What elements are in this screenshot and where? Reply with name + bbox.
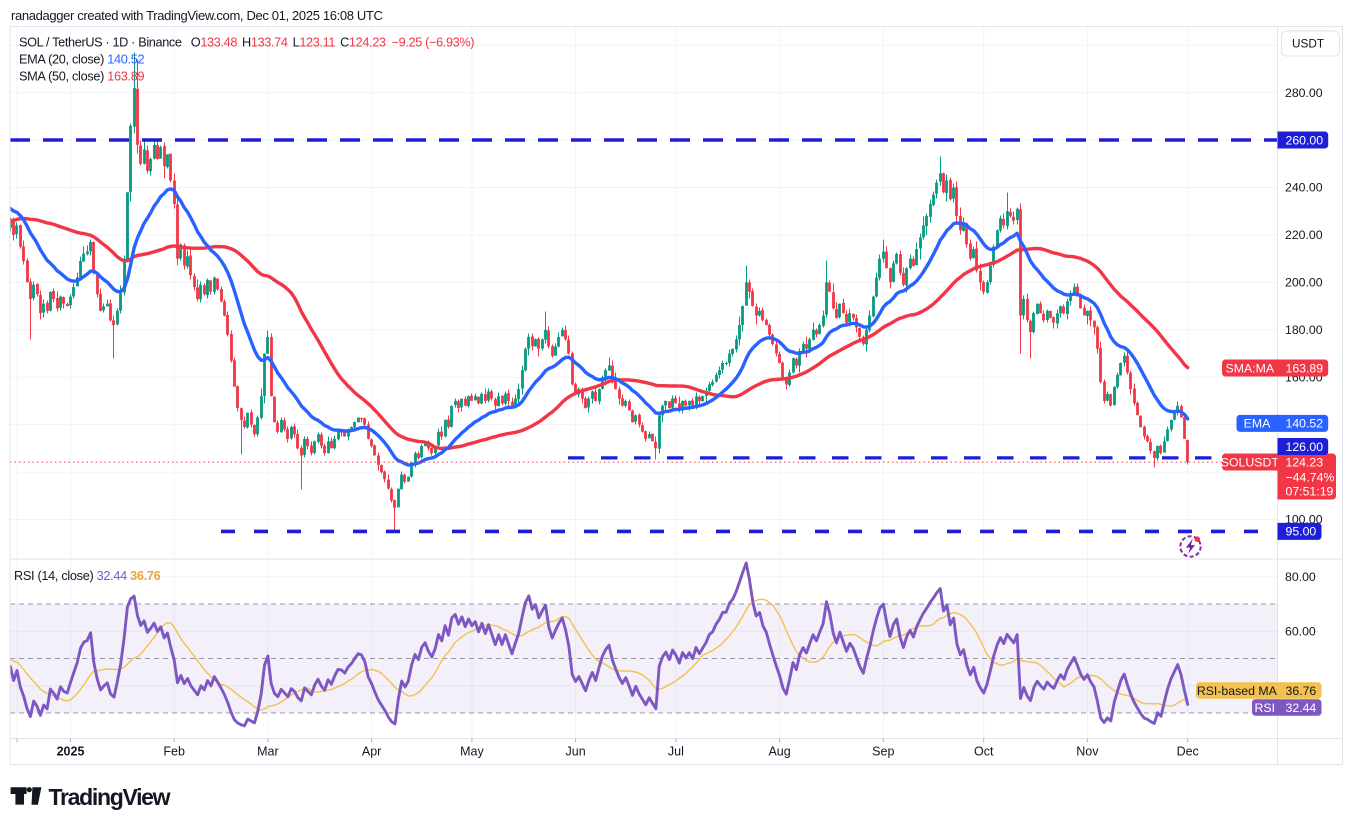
svg-text:220.00: 220.00 <box>1285 228 1323 242</box>
svg-text:Apr: Apr <box>362 745 381 759</box>
svg-text:2025: 2025 <box>57 745 85 759</box>
svg-text:USDT: USDT <box>1292 37 1324 51</box>
svg-text:124.23: 124.23 <box>1286 455 1324 469</box>
svg-text:Feb: Feb <box>163 745 185 759</box>
svg-text:TradingView: TradingView <box>49 784 171 810</box>
svg-text:May: May <box>460 745 484 759</box>
svg-text:07:51:19: 07:51:19 <box>1286 485 1334 499</box>
svg-text:36.76: 36.76 <box>1286 684 1317 698</box>
svg-text:SOLUSDT: SOLUSDT <box>1221 455 1280 469</box>
svg-text:163.89: 163.89 <box>1286 361 1324 375</box>
svg-text:180.00: 180.00 <box>1285 323 1323 337</box>
svg-text:126.00: 126.00 <box>1286 440 1324 454</box>
svg-text:EMA: EMA <box>1244 417 1271 431</box>
svg-text:240.00: 240.00 <box>1285 181 1323 195</box>
svg-text:RSI: RSI <box>1255 701 1276 715</box>
svg-text:Jul: Jul <box>668 745 684 759</box>
svg-text:EMA (20, close) 140.52: EMA (20, close) 140.52 <box>19 53 145 67</box>
svg-text:Nov: Nov <box>1076 745 1099 759</box>
svg-text:Mar: Mar <box>257 745 279 759</box>
svg-text:80.00: 80.00 <box>1285 570 1316 584</box>
svg-text:SMA:MA: SMA:MA <box>1226 361 1275 375</box>
svg-text:SMA (50, close) 163.89: SMA (50, close) 163.89 <box>19 70 145 84</box>
svg-text:95.00: 95.00 <box>1286 525 1317 539</box>
svg-text:Jun: Jun <box>566 745 586 759</box>
svg-text:ranadagger created with Tradin: ranadagger created with TradingView.com,… <box>11 8 383 23</box>
svg-text:RSI-based MA: RSI-based MA <box>1197 684 1278 698</box>
svg-text:280.00: 280.00 <box>1285 86 1323 100</box>
svg-text:Dec: Dec <box>1177 745 1199 759</box>
svg-text:60.00: 60.00 <box>1285 625 1316 639</box>
svg-text:SOL / TetherUS · 1D · Binance: SOL / TetherUS · 1D · Binance O133.48 H13… <box>19 36 474 50</box>
svg-text:Aug: Aug <box>768 745 790 759</box>
svg-text:Sep: Sep <box>872 745 894 759</box>
svg-text:200.00: 200.00 <box>1285 276 1323 290</box>
svg-text:32.44: 32.44 <box>1286 701 1317 715</box>
svg-text:140.52: 140.52 <box>1286 417 1324 431</box>
svg-text:260.00: 260.00 <box>1286 133 1324 147</box>
svg-text:−44.74%: −44.74% <box>1286 471 1335 485</box>
svg-text:RSI (14, close) 32.44 36.76: RSI (14, close) 32.44 36.76 <box>14 569 161 583</box>
svg-text:Oct: Oct <box>974 745 994 759</box>
